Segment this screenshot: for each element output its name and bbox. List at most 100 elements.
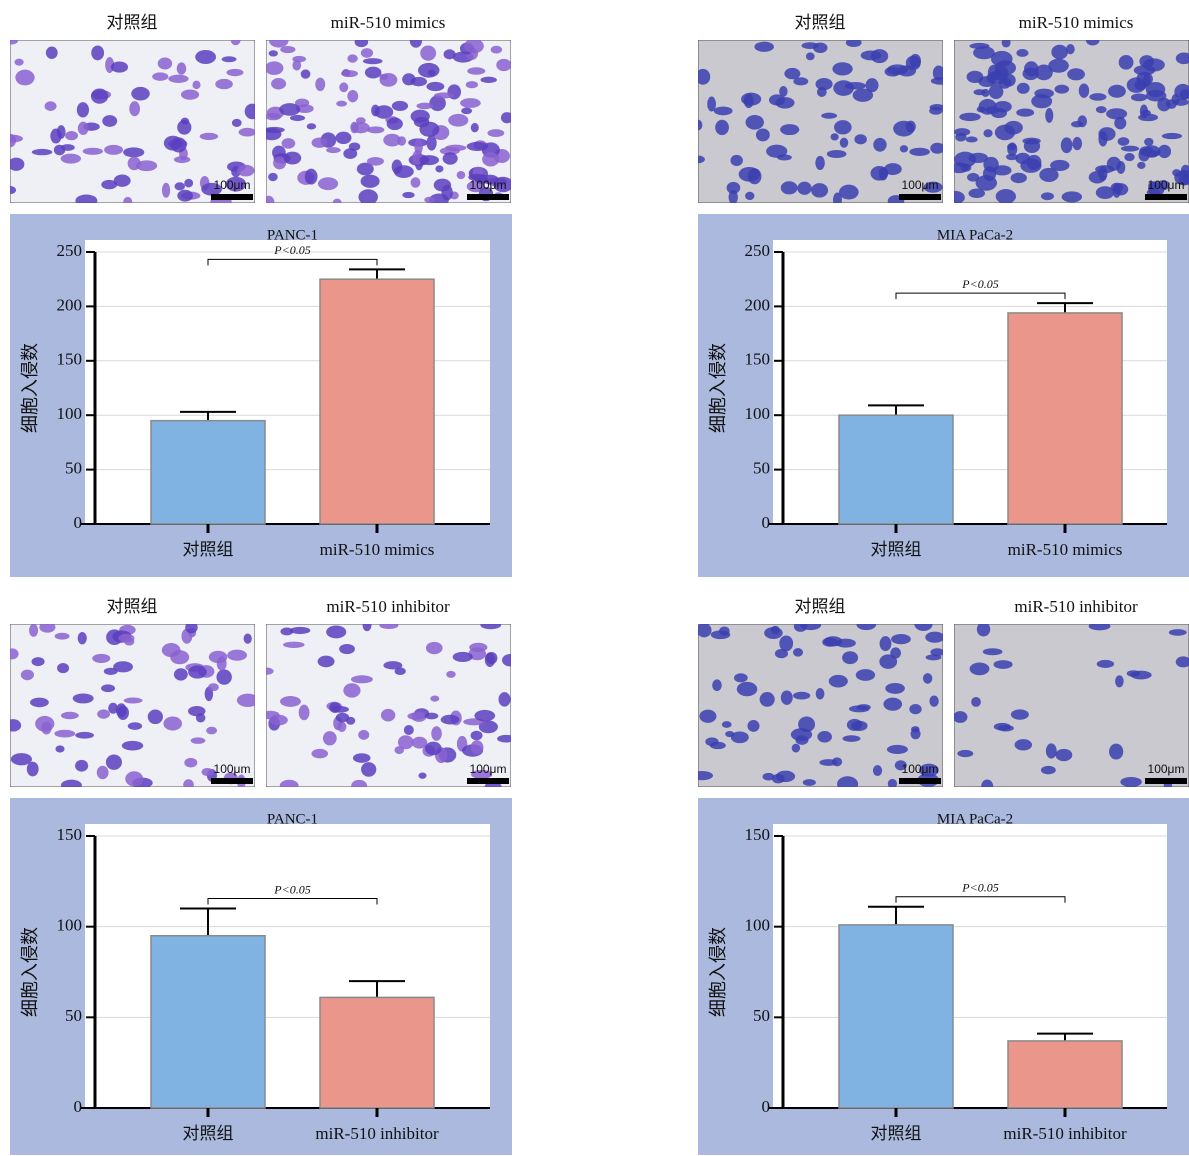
stained-cell xyxy=(722,721,732,728)
stained-cell xyxy=(380,73,398,87)
stained-cell xyxy=(813,43,828,53)
stained-cell xyxy=(430,695,439,701)
y-tick-label: 200 xyxy=(745,295,771,314)
stained-cell xyxy=(54,730,75,738)
stained-cell xyxy=(1031,94,1052,108)
stained-cell xyxy=(410,34,422,48)
stained-cell xyxy=(884,163,902,175)
stained-cell xyxy=(1124,153,1134,161)
stained-cell xyxy=(1158,145,1171,158)
scale-bar xyxy=(899,778,941,784)
stained-cell xyxy=(4,38,18,45)
y-axis-label: 细胞入侵数 xyxy=(20,927,40,1017)
stained-cell xyxy=(448,114,468,127)
stained-cell xyxy=(1055,749,1072,761)
stained-cell xyxy=(781,181,798,194)
stained-cell xyxy=(15,70,34,86)
stained-cell xyxy=(906,121,916,133)
stained-cell xyxy=(29,624,38,637)
stained-cell xyxy=(900,145,908,152)
micrograph: 100μm xyxy=(691,38,951,207)
y-tick-label: 100 xyxy=(745,916,771,935)
stained-cell xyxy=(967,71,984,83)
stained-cell xyxy=(696,69,710,85)
stained-cell xyxy=(124,697,143,703)
stained-cell xyxy=(414,139,422,154)
stained-cell xyxy=(1130,671,1151,680)
stained-cell xyxy=(499,692,511,707)
stained-cell xyxy=(280,696,301,707)
stained-cell xyxy=(730,155,742,166)
stained-cell xyxy=(502,654,518,666)
stained-cell xyxy=(1079,83,1089,97)
image-label: miR-510 mimics xyxy=(331,13,446,32)
stained-cell xyxy=(712,679,722,691)
stained-cell xyxy=(775,649,788,658)
stained-cell xyxy=(766,145,787,158)
stained-cell xyxy=(259,668,273,675)
stained-cell xyxy=(1143,58,1165,71)
stained-cell xyxy=(460,98,481,108)
stained-cell xyxy=(101,684,115,692)
stained-cell xyxy=(128,722,142,730)
stained-cell xyxy=(466,81,478,88)
stained-cell xyxy=(821,113,837,119)
stained-cell xyxy=(78,632,87,644)
stained-cell xyxy=(231,35,241,45)
y-axis-label: 细胞入侵数 xyxy=(708,343,728,433)
stained-cell xyxy=(837,776,858,792)
stained-cell xyxy=(367,157,384,166)
stained-cell xyxy=(833,192,842,206)
stained-cell xyxy=(181,89,199,99)
stained-cell xyxy=(265,61,284,75)
stained-cell xyxy=(361,175,380,188)
stained-cell xyxy=(471,731,483,741)
stained-cell xyxy=(464,39,484,54)
stained-cell xyxy=(131,87,150,101)
stained-cell xyxy=(909,148,930,156)
stained-cell xyxy=(1107,157,1121,171)
stained-cell xyxy=(887,745,908,754)
stained-cell xyxy=(50,129,61,144)
stained-cell xyxy=(795,735,808,745)
stained-cell xyxy=(394,165,414,178)
stained-cell xyxy=(404,725,414,735)
stained-cell xyxy=(461,108,472,115)
stained-cell xyxy=(106,754,122,769)
stained-cell xyxy=(175,182,185,190)
stained-cell xyxy=(264,127,285,133)
y-tick-label: 100 xyxy=(57,404,83,423)
stained-cell xyxy=(811,183,828,197)
stained-cell xyxy=(970,662,990,675)
stained-cell xyxy=(30,698,49,708)
stained-cell xyxy=(177,120,191,135)
stained-cell xyxy=(763,773,775,781)
stained-cell xyxy=(97,766,109,779)
stained-cell xyxy=(989,85,1004,99)
stained-cell xyxy=(482,152,499,166)
stained-cell xyxy=(206,727,217,735)
stained-cell xyxy=(55,745,64,752)
stained-cell xyxy=(817,731,832,743)
micrograph: 100μm xyxy=(953,622,1189,793)
stained-cell xyxy=(1007,142,1017,155)
stained-cell xyxy=(746,115,764,130)
stained-cell xyxy=(363,620,372,631)
stained-cell xyxy=(1097,660,1114,668)
stained-cell xyxy=(196,713,206,722)
stained-cell xyxy=(91,45,104,60)
stained-cell xyxy=(32,149,53,155)
y-tick-label: 250 xyxy=(57,241,83,260)
bar xyxy=(1008,1041,1122,1108)
y-tick-label: 150 xyxy=(57,825,83,844)
stained-cell xyxy=(55,633,70,640)
stained-cell xyxy=(326,147,341,153)
stained-cell xyxy=(1089,622,1111,630)
stained-cell xyxy=(957,750,973,757)
micrograph: 100μm xyxy=(262,33,513,208)
stained-cell xyxy=(1045,108,1053,123)
stained-cell xyxy=(983,648,1003,655)
stained-cell xyxy=(428,70,436,76)
scale-bar xyxy=(467,778,509,784)
stained-cell xyxy=(283,642,305,648)
